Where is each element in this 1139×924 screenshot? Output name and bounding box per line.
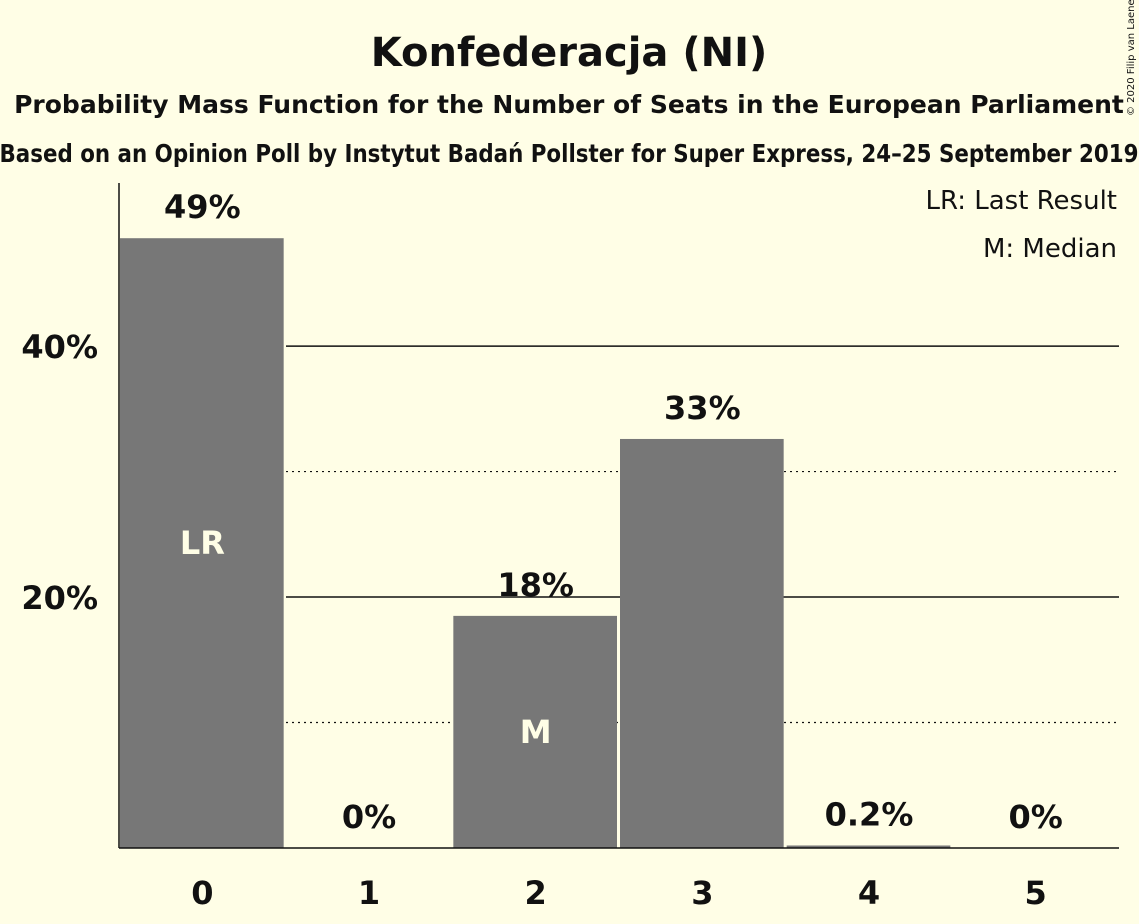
bars: [120, 238, 951, 849]
bar-3-seats: [620, 438, 784, 848]
value-label: 0%: [342, 798, 396, 836]
bar-2-seats: [453, 615, 617, 848]
value-label: 0%: [1009, 798, 1063, 836]
x-tick-label: 5: [1025, 874, 1047, 912]
bar-0-seats: [120, 238, 284, 849]
bar-mark-label: M: [520, 713, 552, 751]
y-tick-label: 40%: [21, 328, 98, 366]
copyright-credit: © 2020 Filip van Laenen: [1126, 0, 1137, 116]
y-tick-label: 20%: [21, 579, 98, 617]
bar-mark-label: LR: [180, 524, 225, 562]
chart-subtitle: Probability Mass Function for the Number…: [14, 90, 1124, 119]
value-label: 18%: [497, 566, 574, 604]
bar-4-seats: [786, 845, 951, 848]
value-label: 0.2%: [825, 795, 914, 833]
x-tick-label: 0: [191, 874, 213, 912]
chart-source-line: Based on an Opinion Poll by Instytut Bad…: [0, 139, 1139, 168]
legend-median: M: Median: [983, 234, 1117, 264]
legend-last-result: LR: Last Result: [925, 186, 1117, 216]
value-label: 49%: [164, 188, 241, 226]
chart-title: Konfederacja (NI): [371, 30, 768, 76]
x-tick-label: 3: [691, 874, 713, 912]
x-tick-label: 4: [858, 874, 880, 912]
x-tick-label: 2: [525, 874, 547, 912]
value-label: 33%: [664, 389, 741, 427]
x-tick-label: 1: [358, 874, 380, 912]
